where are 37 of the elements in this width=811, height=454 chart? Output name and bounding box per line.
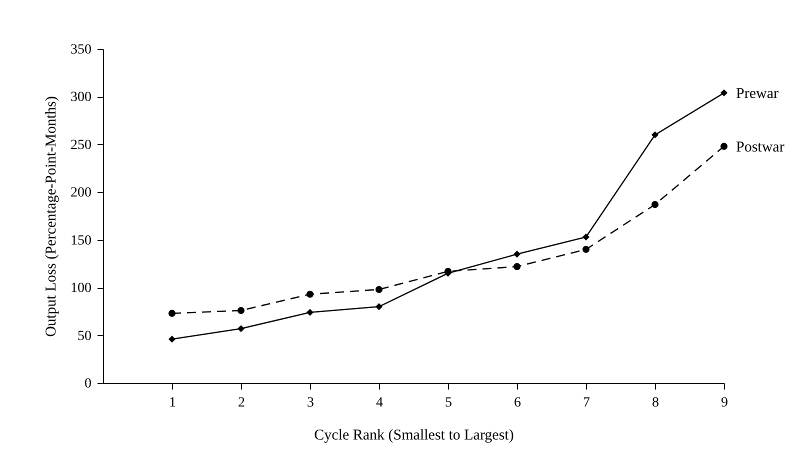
point — [582, 246, 590, 253]
y-tick-label: 250 — [70, 138, 92, 153]
x-tick-label: 1 — [169, 396, 176, 410]
point — [306, 308, 314, 316]
x-tick-label: 5 — [445, 396, 452, 410]
y-tick-label: 50 — [78, 328, 92, 344]
point — [375, 286, 383, 294]
point — [651, 131, 659, 138]
point — [306, 290, 314, 298]
y-tick-label: 0 — [84, 376, 92, 392]
series-label: Prewar — [736, 86, 778, 102]
point — [168, 336, 176, 343]
point — [513, 250, 521, 258]
point — [582, 233, 590, 241]
y-axis-title: Output Loss (Percentage-Point-Months) — [44, 96, 60, 337]
point — [720, 142, 728, 150]
point — [651, 201, 659, 208]
y-tick-label: 200 — [70, 186, 92, 201]
point — [513, 263, 521, 270]
point — [720, 89, 728, 96]
series-label: Postwar — [736, 139, 784, 156]
y-tick-label: 150 — [70, 233, 92, 248]
y-tick-label: 350 — [70, 42, 92, 58]
x-tick-label: 7 — [583, 396, 590, 410]
point — [168, 310, 176, 317]
x-tick-label: 4 — [376, 396, 383, 410]
x-tick-label: 8 — [652, 396, 659, 410]
point — [237, 306, 245, 314]
x-tick-label: 9 — [721, 396, 728, 410]
y-tick-label: 100 — [70, 281, 92, 296]
x-tick-label: 3 — [307, 396, 314, 410]
point — [375, 303, 383, 310]
point — [237, 325, 245, 332]
x-tick-label: 2 — [238, 396, 245, 410]
y-tick-label: 300 — [70, 90, 92, 106]
x-axis-title: Cycle Rank (Smallest to Largest) — [314, 428, 514, 444]
x-tick-label: 6 — [514, 396, 521, 410]
